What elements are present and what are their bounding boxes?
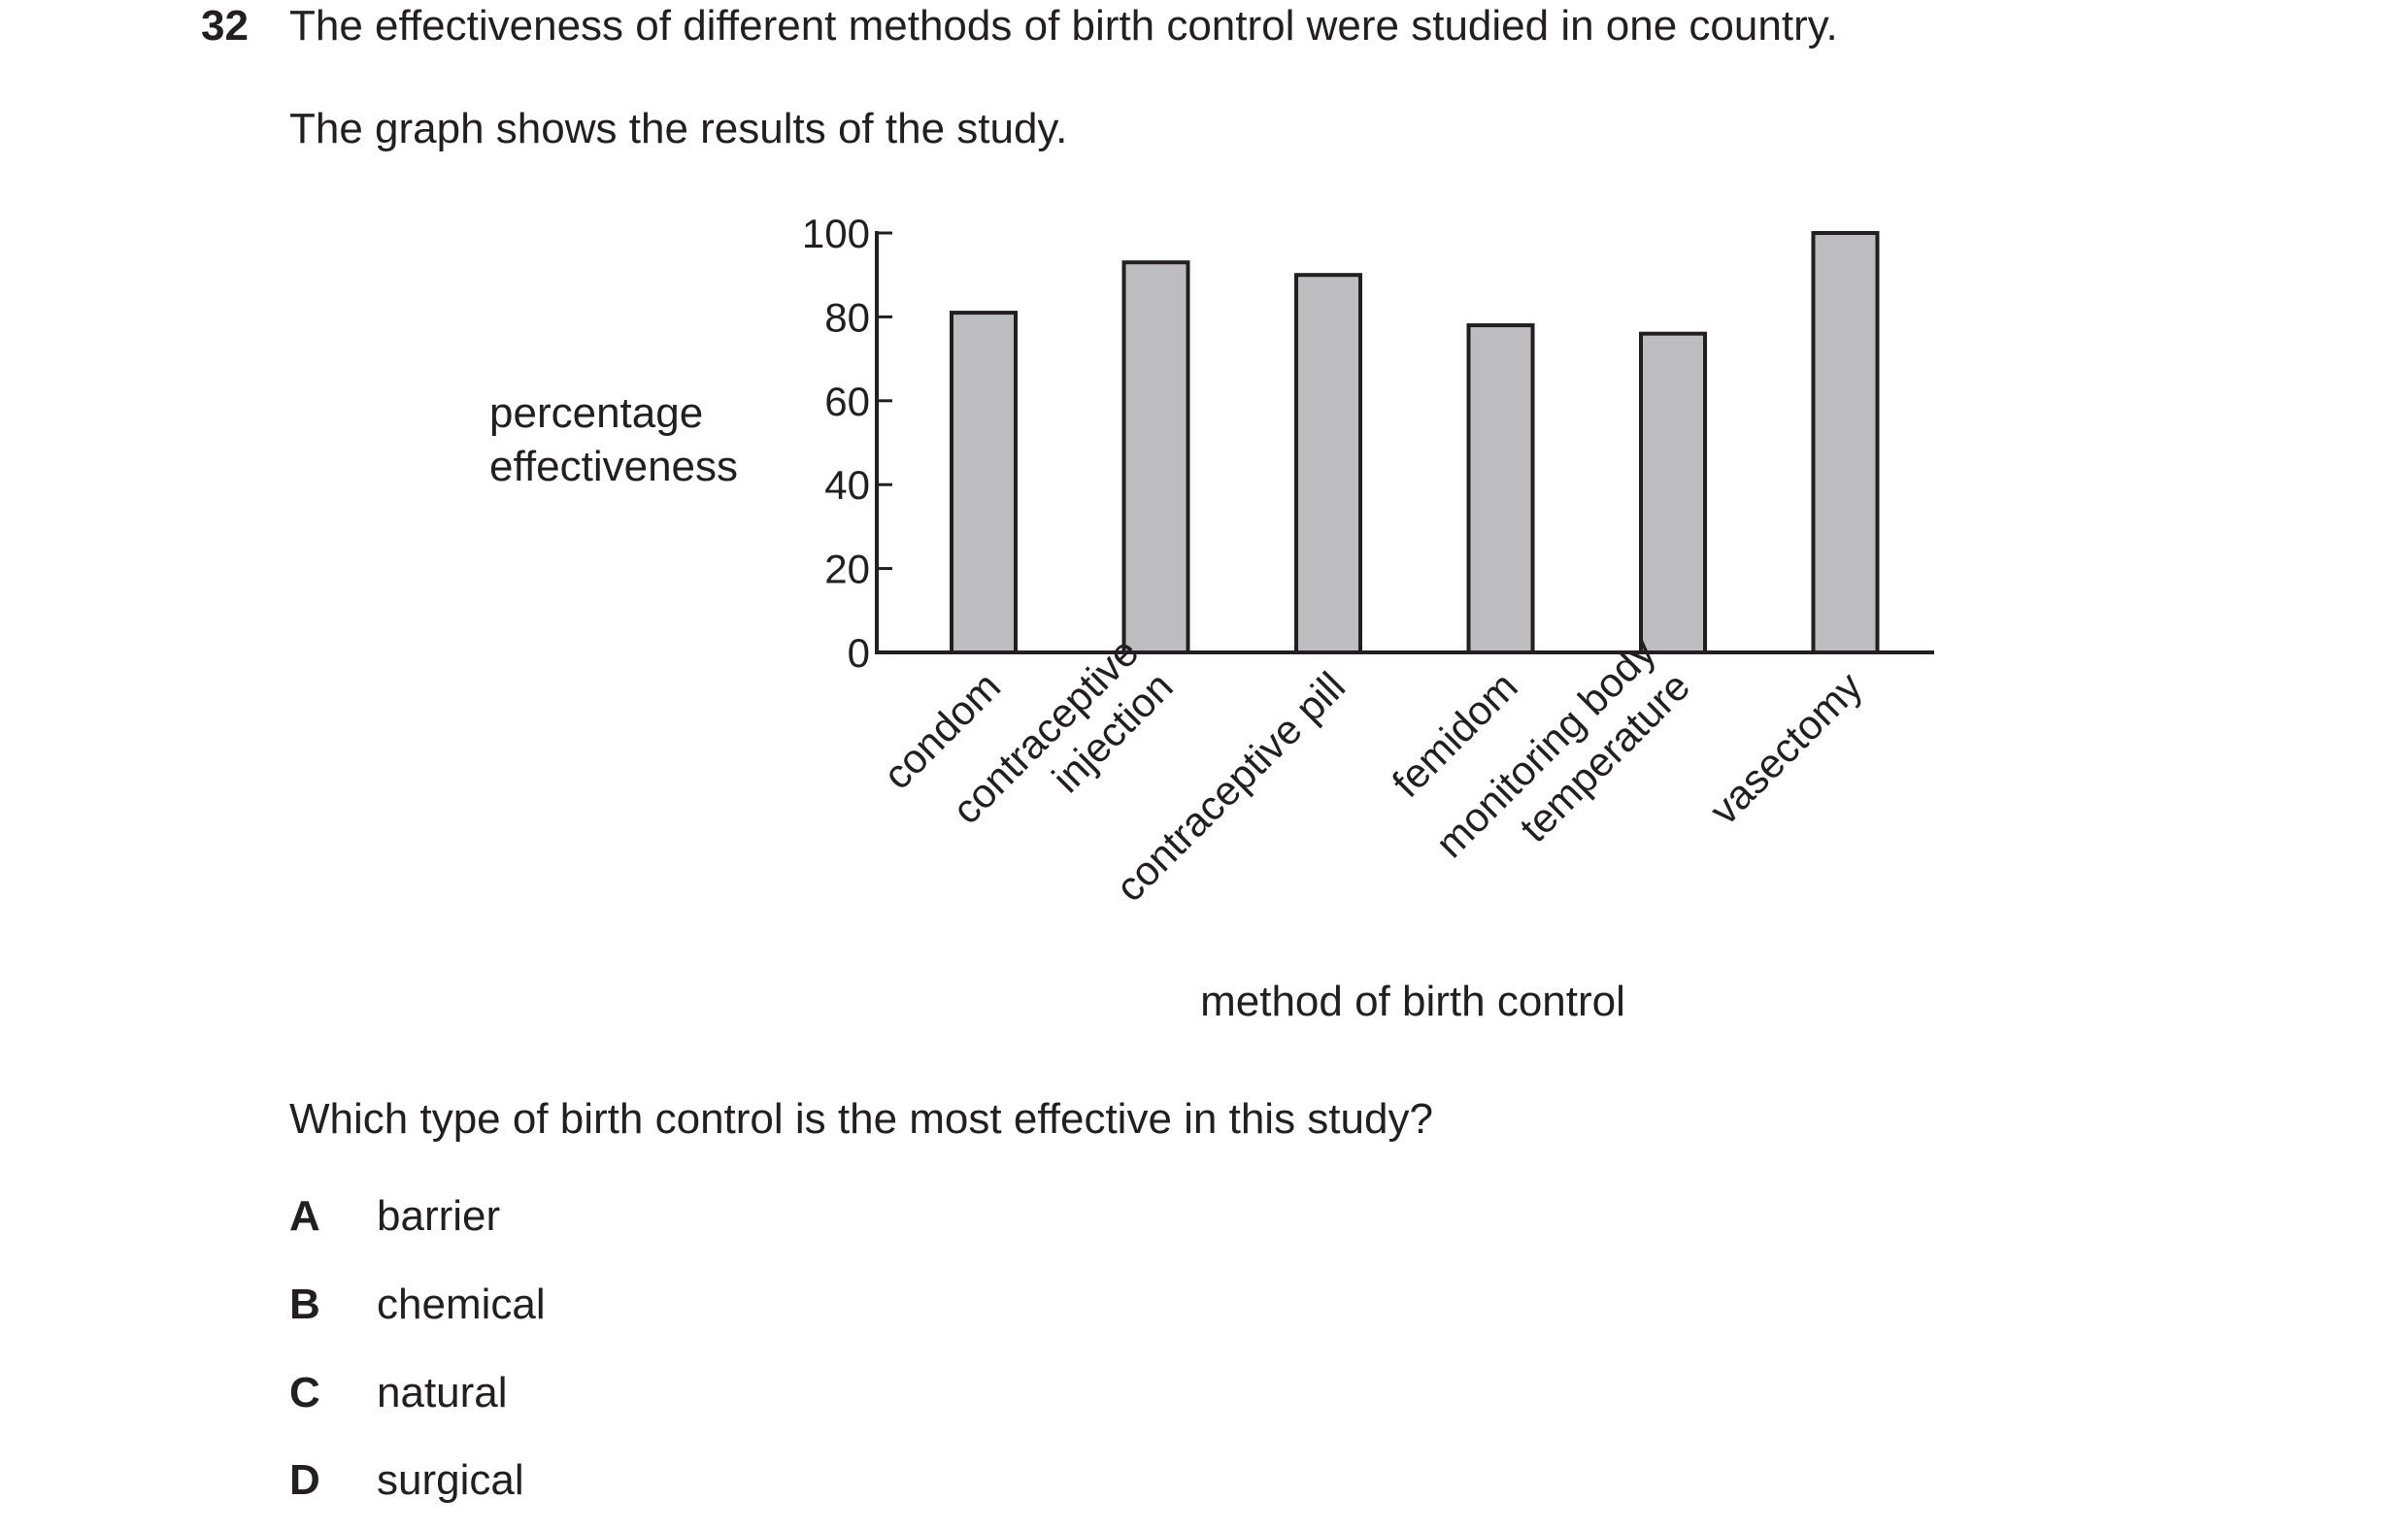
y-tick-label: 40 [824,462,870,508]
bar [1811,231,1880,654]
x-tick-label: vasectomy [1701,663,1871,833]
bar [950,311,1018,654]
question-subtext: The graph shows the results of the study… [289,105,1068,152]
axes [875,231,1934,654]
option-text: barrier [377,1192,501,1240]
option-text: natural [377,1369,508,1416]
bar [1466,323,1535,654]
option-text: chemical [377,1281,546,1328]
y-axis-ticks: 0 20 40 60 80 100 [802,211,892,676]
bar [1121,260,1190,654]
question-number: 32 [201,2,249,50]
y-axis-label-line: percentage [489,389,703,437]
option-letter: C [289,1369,320,1416]
bars [950,231,1880,654]
bar [1294,273,1362,654]
bar [1639,331,1707,654]
y-axis-label-line: effectiveness [489,443,738,490]
x-axis-tick-labels: condomcontraceptiveinjectioncontraceptiv… [874,629,1870,911]
option-text: surgical [377,1456,524,1504]
bar-chart: percentage effectiveness 0 20 40 60 80 100 con… [489,211,1934,1025]
question-prompt: Which type of birth control is the most … [289,1095,1433,1143]
y-tick-label: 20 [824,547,870,592]
x-tick-label-line: vasectomy [1701,663,1871,833]
question-stem: The effectiveness of different methods o… [289,2,1838,50]
y-tick-label: 0 [848,630,870,676]
option-letter: B [289,1281,320,1328]
option-letter: D [289,1456,320,1504]
y-tick-label: 80 [824,294,870,340]
y-tick-label: 60 [824,379,870,424]
y-tick-label: 100 [802,211,870,256]
x-axis-label: method of birth control [1200,978,1625,1025]
y-axis-label: percentage effectiveness [489,389,738,490]
option-letter: A [289,1192,320,1240]
